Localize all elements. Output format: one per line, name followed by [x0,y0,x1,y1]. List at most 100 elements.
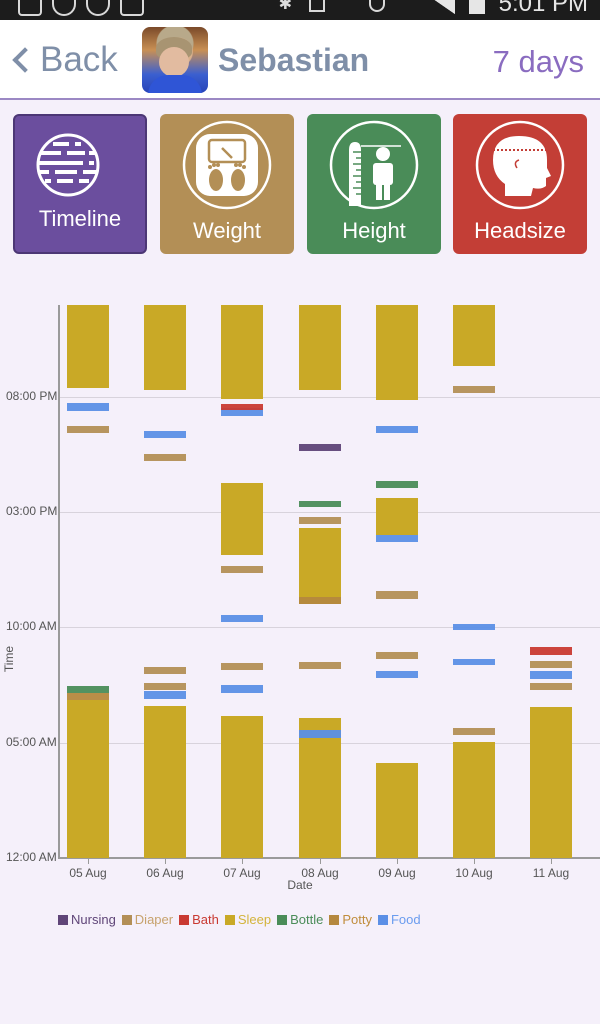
event-bar-diaper[interactable] [530,660,572,668]
event-bar-diaper[interactable] [453,727,495,735]
event-bar-bottle[interactable] [299,500,341,508]
event-bar-food[interactable] [453,658,495,666]
event-bar-diaper[interactable] [299,661,341,669]
x-axis-title: Date [287,878,313,892]
event-bar-sleep[interactable] [376,304,418,401]
event-bar-diaper[interactable] [67,425,109,433]
event-bar-nursing[interactable] [299,444,341,451]
app-bar: Back Sebastian 7 days [0,20,600,100]
event-bar-sleep[interactable] [376,498,418,536]
legend-label: Food [390,912,421,927]
avatar-shirt [148,75,202,93]
legend-item-bath[interactable]: Bath [179,912,219,927]
event-bar-sleep[interactable] [453,304,495,366]
legend-swatch [179,914,190,925]
y-axis [58,305,60,859]
event-bar-food[interactable] [299,730,341,739]
event-bar-potty[interactable] [299,597,341,605]
head-measure-icon [475,120,565,210]
legend-swatch [377,914,388,925]
event-bar-diaper[interactable] [376,651,418,659]
legend-swatch [58,914,68,925]
event-bar-sleep[interactable] [453,741,495,858]
event-bar-diaper[interactable] [221,566,263,574]
event-bar-food[interactable] [453,623,495,630]
legend-label: Bottle [290,912,324,927]
event-bar-sleep[interactable] [144,304,186,390]
event-bar-sleep[interactable] [299,718,341,858]
legend-item-sleep[interactable]: Sleep [224,912,271,927]
x-tick-mark [551,859,552,864]
event-bar-diaper[interactable] [299,516,341,524]
x-tick-mark [320,859,321,864]
x-tick-mark [242,859,243,864]
x-tick-label: 10 Aug [455,866,493,880]
event-bar-food[interactable] [221,685,263,694]
x-tick-label: 09 Aug [378,866,416,880]
event-bar-food[interactable] [221,408,263,417]
event-bar-diaper[interactable] [376,590,418,599]
event-bar-food[interactable] [144,431,186,439]
legend-item-food[interactable]: Food [377,912,421,927]
y-tick-label: 05:00 AM [6,734,57,749]
legend-item-nursing[interactable]: Nursing [58,912,116,927]
event-bar-food[interactable] [376,535,418,543]
event-bar-diaper[interactable] [144,682,186,690]
avatar-face [159,47,189,77]
event-bar-food[interactable] [221,614,263,622]
tile-height[interactable]: Height [307,114,441,254]
nfc-icon [308,0,325,12]
system-icons: ✱ 5:01 PM [279,0,588,16]
timeline-icon [36,133,100,197]
event-bar-sleep[interactable] [67,304,109,388]
event-bar-food[interactable] [376,671,418,679]
x-tick-mark [165,859,166,864]
x-axis [58,857,600,859]
legend-item-bottle[interactable]: Bottle [277,912,323,927]
event-bar-diaper[interactable] [221,663,263,671]
category-tiles: Timeline Weight Hei [13,114,587,254]
tile-headsize[interactable]: Headsize [453,114,587,254]
event-bar-sleep[interactable] [299,528,341,605]
gallery-icon [18,0,42,16]
legend-item-diaper[interactable]: Diaper [121,912,173,927]
event-bar-sleep[interactable] [221,304,263,400]
event-bar-diaper[interactable] [144,454,186,462]
event-bar-sleep[interactable] [221,716,263,858]
back-button[interactable]: Back [8,38,118,82]
event-bar-bottle[interactable] [376,480,418,488]
event-bar-bath[interactable] [530,647,572,656]
event-bar-food[interactable] [376,425,418,433]
gridline [58,512,600,514]
child-avatar[interactable] [142,27,208,93]
event-bar-sleep[interactable] [376,763,418,858]
event-bar-food[interactable] [67,402,109,411]
event-bar-potty[interactable] [67,693,109,701]
voicemail-icon [120,0,144,16]
clock: 5:01 PM [498,0,588,17]
event-bar-sleep[interactable] [530,706,572,858]
tile-timeline[interactable]: Timeline [13,114,147,254]
event-bar-food[interactable] [530,671,572,680]
tile-headsize-label: Headsize [474,218,566,243]
event-bar-sleep[interactable] [299,304,341,390]
x-tick-mark [88,859,89,864]
event-bar-diaper[interactable] [453,386,495,394]
event-bar-food[interactable] [144,690,186,699]
event-bar-sleep[interactable] [144,705,186,858]
event-bar-sleep[interactable] [221,483,263,555]
event-bar-sleep[interactable] [67,700,109,858]
event-bar-bottle[interactable] [67,686,109,694]
event-bar-bath[interactable] [221,403,263,410]
chart-legend: Nursing Diaper Bath Sleep Bottle Potty Food [58,912,421,927]
legend-item-potty[interactable]: Potty [329,912,372,927]
timeline-chart: Time Date 12:00 AM 05:00 AM 10:00 AM 03:00 … [0,290,600,910]
data-transfer-icon [399,0,415,12]
tile-weight[interactable]: Weight [160,114,294,254]
event-bar-diaper[interactable] [530,682,572,690]
event-bar-diaper[interactable] [144,666,186,674]
range-selector[interactable]: 7 days [492,44,584,79]
child-name[interactable]: Sebastian [218,42,370,78]
x-tick-mark [474,859,475,864]
y-tick-label: 12:00 AM [6,850,57,864]
